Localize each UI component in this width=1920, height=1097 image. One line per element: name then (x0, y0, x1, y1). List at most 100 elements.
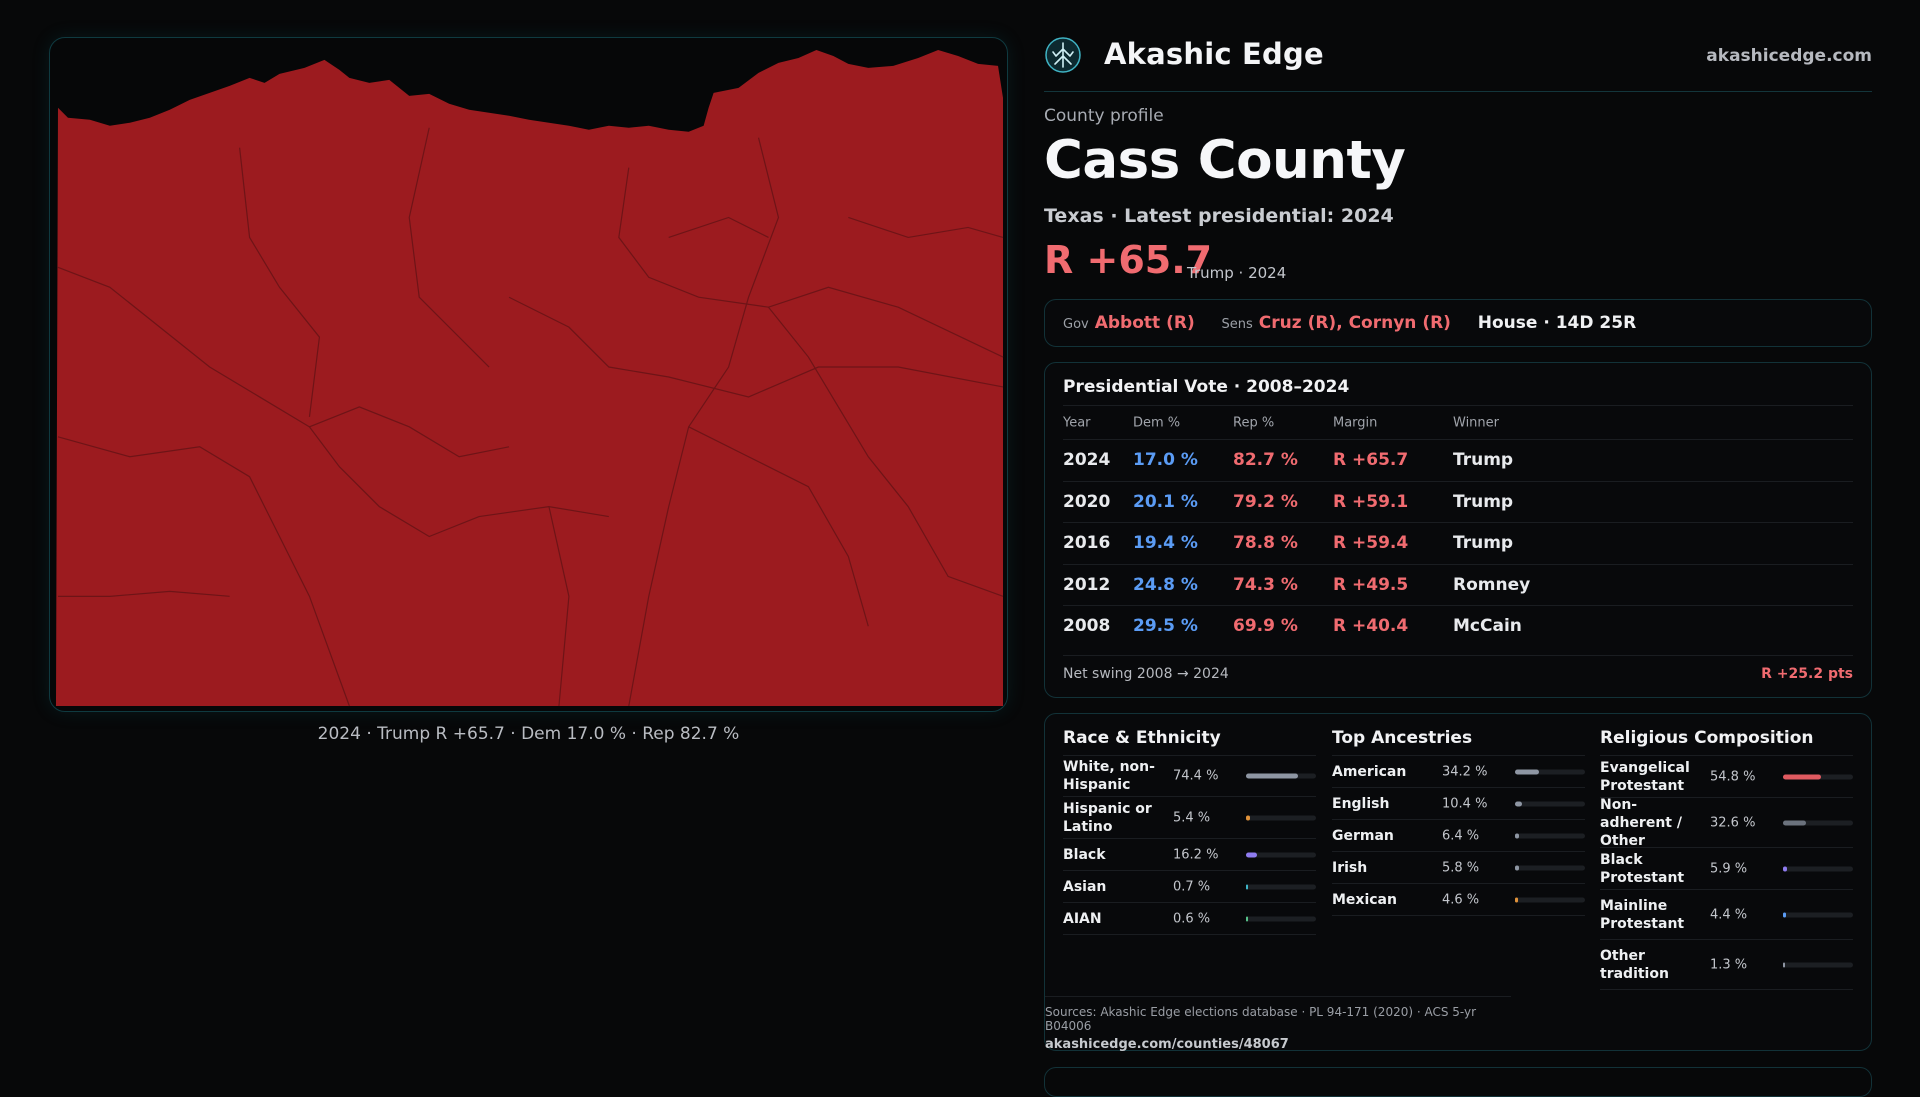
list-item: Hispanic or Latino 5.4 % (1063, 797, 1316, 839)
item-percent: 5.4 % (1173, 810, 1211, 825)
percent-bar-fill (1246, 852, 1258, 857)
house-delegation: House · 14D 25R (1477, 313, 1637, 333)
table-row: 2012 24.8 % 74.3 % R +49.5 Romney (1063, 563, 1853, 606)
profile-subline: Texas · Latest presidential: 2024 (1044, 205, 1394, 227)
next-card-edge (1044, 1067, 1872, 1097)
ancestries-column: Top Ancestries American 34.2 % English 10.4… (1332, 728, 1585, 916)
demographics-card: Race & Ethnicity White, non- Hispanic 74.… (1044, 713, 1872, 1052)
row-winner: Romney (1453, 574, 1531, 595)
sources-note: Sources: Akashic Edge elections database… (1045, 996, 1511, 1052)
headline-margin-note: Trump · 2024 (1187, 264, 1287, 282)
sources-text: Sources: Akashic Edge elections database… (1045, 1005, 1477, 1033)
row-dem-pct: 19.4 % (1133, 533, 1198, 554)
list-item: Mexican 4.6 % (1332, 884, 1585, 916)
percent-bar (1783, 774, 1853, 779)
item-percent: 5.8 % (1442, 860, 1480, 875)
percent-bar-fill (1783, 774, 1822, 779)
county-map[interactable] (49, 37, 1008, 712)
list-item: Irish 5.8 % (1332, 852, 1585, 884)
sources-url-link[interactable]: akashicedge.com/counties/48067 (1045, 1037, 1289, 1052)
col-header-winner: Winner (1453, 415, 1500, 430)
religion-title: Religious Composition (1600, 728, 1853, 756)
list-item: AIAN 0.6 % (1063, 903, 1316, 935)
item-name: AIAN (1063, 910, 1102, 927)
governor-value: Abbott (R) (1094, 313, 1195, 333)
percent-bar (1515, 865, 1585, 870)
item-name: German (1332, 827, 1394, 844)
item-percent: 74.4 % (1173, 768, 1219, 784)
list-item: Evangelical Protestant 54.8 % (1600, 756, 1853, 798)
item-percent: 6.4 % (1442, 828, 1480, 843)
percent-bar-fill (1246, 773, 1299, 779)
brand-header: Akashic Edge akashicedge.com (1044, 36, 1872, 92)
presidential-vote-card: Presidential Vote · 2008–2024 Year Dem %… (1044, 362, 1872, 698)
brand-url-link[interactable]: akashicedge.com (1706, 46, 1872, 66)
list-item: Black 16.2 % (1063, 839, 1316, 871)
item-name: White, non- Hispanic (1063, 759, 1155, 793)
row-dem-pct: 20.1 % (1133, 491, 1198, 512)
percent-bar (1246, 773, 1316, 779)
race-ethnicity-column: Race & Ethnicity White, non- Hispanic 74.… (1063, 728, 1316, 935)
item-percent: 16.2 % (1173, 847, 1219, 862)
item-name: Non- adherent / Other (1600, 796, 1682, 849)
brand-name[interactable]: Akashic Edge (1104, 37, 1324, 71)
gov-label: Gov (1063, 317, 1089, 332)
presidential-vote-table: Year Dem % Rep % Margin Winner 2024 17.0… (1063, 405, 1853, 647)
row-margin: R +40.4 (1333, 616, 1409, 637)
item-name: Black (1063, 846, 1106, 863)
col-header-dem: Dem % (1133, 415, 1181, 430)
profile-kicker: County profile (1044, 106, 1164, 126)
sens-label: Sens (1221, 317, 1253, 332)
percent-bar (1246, 884, 1316, 889)
item-name: Hispanic or Latino (1063, 800, 1152, 835)
senators-value: Cruz (R), Cornyn (R) (1258, 313, 1451, 333)
item-name: Asian (1063, 878, 1107, 895)
net-swing-label: Net swing 2008 → 2024 (1063, 666, 1229, 682)
row-winner: McCain (1453, 616, 1522, 637)
item-percent: 54.8 % (1710, 769, 1756, 784)
item-name: Mainline Protestant (1600, 897, 1685, 932)
percent-bar (1515, 897, 1585, 902)
row-rep-pct: 69.9 % (1233, 616, 1298, 637)
percent-bar (1783, 866, 1853, 871)
percent-bar-fill (1783, 866, 1788, 871)
table-row: 2016 19.4 % 78.8 % R +59.4 Trump (1063, 522, 1853, 564)
tree-emblem-icon[interactable] (1044, 36, 1082, 74)
item-name: Black Protestant (1600, 851, 1685, 886)
row-winner: Trump (1453, 450, 1514, 471)
row-year: 2020 (1063, 491, 1111, 512)
item-name: English (1332, 795, 1390, 812)
list-item: White, non- Hispanic 74.4 % (1063, 756, 1316, 797)
percent-bar-fill (1515, 865, 1520, 870)
list-item: German 6.4 % (1332, 820, 1585, 852)
item-percent: 0.6 % (1173, 911, 1211, 926)
table-row: 2024 17.0 % 82.7 % R +65.7 Trump (1063, 439, 1853, 481)
swing-divider (1063, 655, 1853, 656)
officials-bar: Gov Abbott (R) Sens Cruz (R), Cornyn (R) H… (1044, 299, 1872, 347)
table-row: 2008 29.5 % 69.9 % R +40.4 McCain (1063, 605, 1853, 647)
col-header-rep: Rep % (1233, 415, 1275, 430)
percent-bar (1515, 801, 1585, 806)
percent-bar-fill (1246, 884, 1248, 889)
row-year: 2016 (1063, 533, 1111, 554)
row-year: 2024 (1063, 450, 1111, 471)
row-dem-pct: 17.0 % (1133, 450, 1198, 471)
row-winner: Trump (1453, 491, 1514, 512)
row-margin: R +59.4 (1333, 533, 1409, 554)
item-name: Mexican (1332, 891, 1397, 908)
profile-panel: Akashic Edge akashicedge.com County prof… (1044, 0, 1872, 1097)
row-margin: R +65.7 (1333, 450, 1409, 471)
list-item: Mainline Protestant 4.4 % (1600, 890, 1853, 940)
net-swing-value: R +25.2 pts (1761, 666, 1853, 682)
item-percent: 32.6 % (1710, 815, 1756, 830)
percent-bar-fill (1515, 833, 1520, 838)
item-name: American (1332, 763, 1407, 780)
percent-bar (1515, 769, 1585, 774)
item-percent: 34.2 % (1442, 764, 1488, 779)
presidential-vote-title: Presidential Vote · 2008–2024 (1063, 377, 1350, 397)
row-rep-pct: 79.2 % (1233, 491, 1298, 512)
item-percent: 4.6 % (1442, 892, 1480, 907)
item-percent: 4.4 % (1710, 907, 1748, 922)
county-region-shape[interactable] (55, 49, 1004, 707)
item-name: Other tradition (1600, 947, 1669, 982)
